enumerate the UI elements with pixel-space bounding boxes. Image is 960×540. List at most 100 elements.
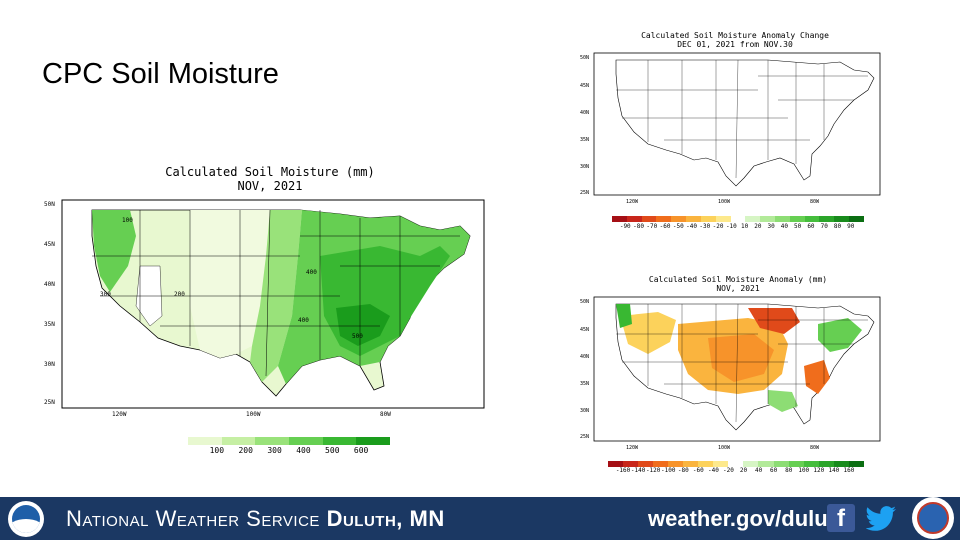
- legend-swatch: [288, 437, 323, 445]
- legend-label: 100: [798, 467, 810, 474]
- main-map-title-line1: Calculated Soil Moisture (mm): [165, 165, 375, 179]
- legend-swatch: [743, 461, 759, 467]
- anomaly-map: 50N 45N 40N 35N 30N 25N 120W 100W 80W: [578, 294, 884, 454]
- legend-label: 30: [767, 223, 775, 230]
- lat-label-40n: 40N: [580, 110, 589, 116]
- legend-label: -20: [712, 223, 724, 230]
- legend-swatch: [833, 461, 849, 467]
- noaa-logo-icon[interactable]: [8, 501, 44, 537]
- change-map-legend-labels: -90 -80 -70 -60 -50 -40 -30 -20 -10 10 20 30 40 50 60 7…: [612, 223, 864, 233]
- lon-label-120w: 120W: [626, 199, 639, 205]
- lat-label-50n: 50N: [580, 55, 589, 61]
- lat-label-45n: 45N: [580, 83, 589, 89]
- legend-label: -100: [661, 467, 676, 474]
- legend-swatch: [653, 461, 669, 467]
- twitter-icon[interactable]: [866, 503, 898, 533]
- lat-label-35n: 35N: [580, 381, 589, 387]
- legend-swatch: [789, 216, 805, 222]
- contour-label: 400: [298, 317, 309, 324]
- contour-label: 200: [174, 291, 185, 298]
- legend-label: -40: [707, 467, 719, 474]
- footer-url-link[interactable]: weather.gov/duluth: [648, 506, 849, 531]
- legend-swatch: [641, 216, 657, 222]
- legend-label: 80: [785, 467, 793, 474]
- legend-label: -120: [645, 467, 661, 474]
- legend-label: 40: [754, 467, 763, 474]
- legend-label: 160: [843, 467, 855, 474]
- legend-label: 50: [794, 223, 802, 230]
- lat-label-50n: 50N: [44, 201, 55, 208]
- us-outline: [615, 59, 875, 187]
- lon-label-120w: 120W: [626, 445, 639, 451]
- lon-label-100w: 100W: [718, 199, 731, 205]
- legend-label: 600: [353, 446, 369, 455]
- anomaly-map-title-line2: NOV, 2021: [716, 284, 760, 294]
- legend-swatch: [758, 461, 774, 467]
- zone-200: [190, 210, 270, 358]
- lat-label-50n: 50N: [580, 299, 589, 305]
- legend-swatch: [683, 461, 699, 467]
- legend-swatch: [803, 461, 819, 467]
- legend-label: -60: [659, 223, 671, 230]
- lon-label-100w: 100W: [718, 445, 731, 451]
- legend-label: 20: [754, 223, 762, 230]
- legend-swatch: [322, 437, 357, 445]
- nws-logo-icon[interactable]: [912, 497, 954, 539]
- zone-600: [336, 304, 390, 346]
- lat-label-25n: 25N: [580, 434, 589, 440]
- legend-swatch: [804, 216, 820, 222]
- lon-label-100w: 100W: [246, 411, 261, 418]
- legend-swatch: [819, 216, 835, 222]
- slide-title: CPC Soil Moisture: [42, 58, 279, 90]
- legend-swatch: [700, 216, 716, 222]
- legend-swatch: [221, 437, 256, 445]
- lat-label-40n: 40N: [580, 354, 589, 360]
- footer-org-prefix: National Weather Service: [66, 506, 320, 531]
- legend-label: 100: [209, 446, 225, 455]
- legend-swatch: [849, 216, 864, 222]
- legend-swatch: [698, 461, 714, 467]
- legend-swatch: [848, 461, 864, 467]
- lat-label-30n: 30N: [580, 164, 589, 170]
- legend-label: 20: [739, 467, 748, 474]
- legend-label: 10: [741, 223, 749, 230]
- legend-label: -140: [630, 467, 646, 474]
- legend-swatch: [834, 216, 849, 222]
- legend-label: 300: [267, 446, 282, 455]
- main-map-title-line2: NOV, 2021: [237, 178, 303, 193]
- anomaly-map-legend: [608, 461, 864, 467]
- legend-label: 500: [325, 446, 340, 455]
- footer-banner: National Weather Service Duluth, MN weat…: [0, 497, 960, 540]
- legend-label: 40: [780, 223, 789, 230]
- lat-label-25n: 25N: [44, 399, 55, 406]
- lon-label-80w: 80W: [380, 411, 391, 418]
- legend-label: 90: [847, 223, 855, 230]
- anomaly-map-title-line1: Calculated Soil Moisture Anomaly (mm): [648, 275, 828, 284]
- wet-zone-pnw: [616, 304, 632, 328]
- lat-label-30n: 30N: [580, 408, 589, 414]
- anomaly-map-title: Calculated Soil Moisture Anomaly (mm) NO…: [608, 275, 868, 293]
- footer-org-name: National Weather Service Duluth, MN: [66, 506, 445, 532]
- anomaly-map-legend-labels: -160 -140 -120 -100 -80 -60 -40 -20 20 40 60 80 100 1…: [608, 467, 864, 477]
- zone-pnw: [92, 210, 136, 292]
- wet-zone-south: [768, 390, 798, 412]
- legend-swatch: [638, 461, 654, 467]
- legend-label: -40: [686, 223, 697, 230]
- contour-label: 400: [306, 269, 317, 276]
- legend-label: 120: [813, 467, 825, 474]
- dry-zone-core: [708, 334, 774, 382]
- facebook-icon[interactable]: f: [827, 504, 855, 532]
- lon-label-120w: 120W: [112, 411, 127, 418]
- legend-label: 140: [828, 467, 840, 474]
- legend-swatch: [608, 461, 624, 467]
- legend-label: 80: [833, 223, 842, 230]
- legend-label: -80: [633, 223, 644, 230]
- legend-swatch: [713, 461, 729, 467]
- main-map-title: Calculated Soil Moisture (mm) NOV, 2021: [140, 165, 400, 194]
- change-map-title-line2: DEC 01, 2021 from NOV.30: [677, 40, 793, 50]
- legend-label: 60: [807, 223, 815, 230]
- main-map-legend: [188, 437, 390, 445]
- legend-swatch: [656, 216, 672, 222]
- lat-label-40n: 40N: [44, 281, 55, 288]
- lon-label-80w: 80W: [810, 199, 820, 205]
